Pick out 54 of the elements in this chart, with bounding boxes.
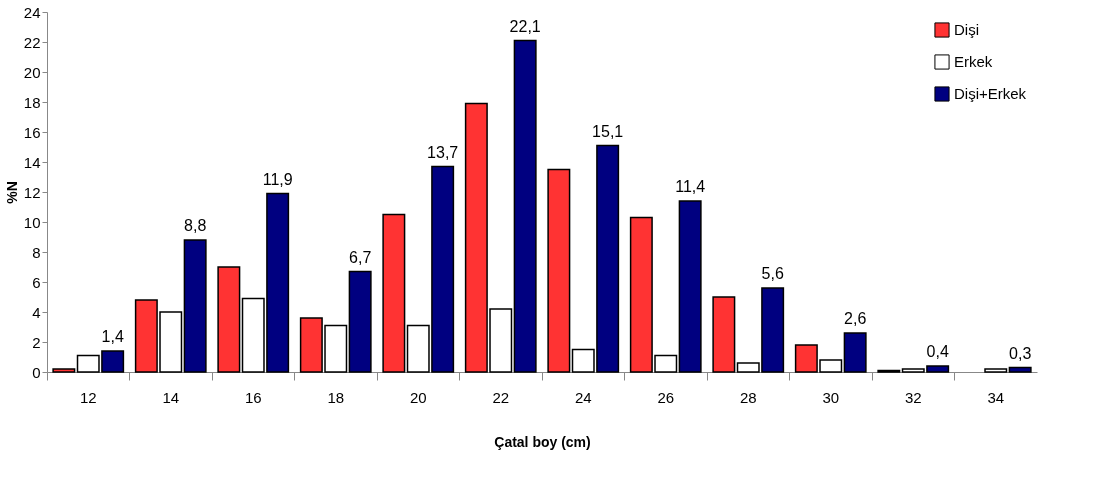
x-tick-label: 24	[574, 388, 592, 406]
data-label: 13,7	[427, 143, 459, 161]
y-tick-label: 18	[23, 93, 41, 111]
bar	[678, 200, 702, 373]
y-tick-label: 0	[32, 363, 41, 381]
bar	[547, 168, 571, 373]
data-label: 22,1	[509, 17, 541, 35]
x-axis-title: Çatal boy (cm)	[494, 433, 591, 450]
legend-label: Dişi	[954, 21, 979, 38]
data-label: 11,4	[675, 178, 706, 195]
y-tick-label: 20	[23, 63, 41, 81]
y-tick-label: 22	[23, 33, 41, 51]
y-tick-label: 6	[32, 273, 41, 291]
x-tick-label: 28	[739, 388, 757, 406]
data-label: 6,7	[349, 248, 372, 266]
data-label: 0,4	[926, 343, 949, 360]
y-tick-label: 2	[32, 333, 41, 351]
y-tick-label: 12	[23, 183, 41, 201]
data-label: 0,3	[1009, 344, 1032, 362]
y-tick-label: 16	[23, 123, 41, 141]
bar	[382, 213, 406, 373]
bar	[1008, 366, 1032, 373]
y-axis-title: %N	[3, 181, 20, 204]
legend-label: Erkek	[954, 53, 993, 70]
x-tick-label: 26	[657, 388, 675, 406]
bar	[348, 270, 372, 373]
data-label: 15,1	[592, 122, 624, 140]
x-tick-label: 32	[904, 388, 922, 406]
y-tick-label: 4	[32, 303, 41, 321]
bar	[217, 266, 241, 373]
y-tick-label: 14	[23, 153, 41, 171]
bar	[52, 368, 76, 373]
data-label: 2,6	[844, 310, 867, 327]
x-tick-label: 30	[822, 388, 840, 406]
data-label: 1,4	[101, 328, 124, 345]
y-tick-label: 10	[23, 213, 41, 231]
x-tick-label: 12	[79, 388, 97, 406]
y-tick-label: 24	[23, 3, 41, 21]
bar	[712, 296, 736, 373]
y-tick-label: 8	[32, 243, 41, 261]
bar	[513, 39, 537, 373]
bar	[183, 239, 207, 373]
x-tick-label: 16	[244, 388, 262, 406]
data-label: 8,8	[184, 217, 207, 234]
legend-label: Dişi+Erkek	[954, 85, 1027, 102]
x-tick-label: 20	[409, 388, 427, 406]
data-label: 5,6	[761, 265, 784, 282]
data-label: 11,9	[262, 170, 293, 188]
bar	[843, 332, 867, 373]
x-tick-label: 14	[162, 388, 180, 406]
bar	[984, 368, 1008, 373]
x-tick-label: 34	[987, 388, 1005, 406]
x-tick-label: 22	[492, 388, 510, 406]
x-tick-label: 18	[327, 388, 345, 406]
